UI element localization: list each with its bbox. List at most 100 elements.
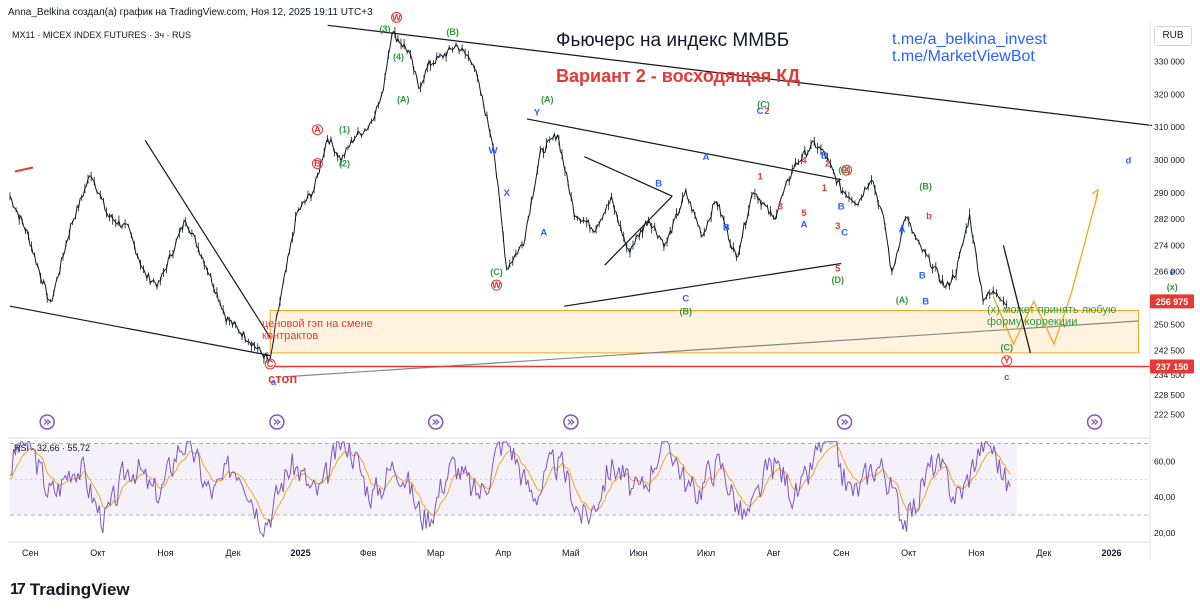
trendline xyxy=(9,305,271,357)
wave-label: e xyxy=(1170,267,1175,278)
wave-label: X xyxy=(504,188,511,199)
chart-title: Фьючерс на индекс ММВБ xyxy=(556,30,790,51)
rsi-ma-line xyxy=(9,444,1011,522)
wave-label-circle xyxy=(841,164,853,176)
price-axis[interactable]: 330 000 320 000 310 000 300 000 290 000 282 0… xyxy=(1149,22,1194,560)
time-tick-label: Окт xyxy=(90,548,105,558)
wave-label: B xyxy=(723,223,730,234)
price-pane-bg xyxy=(8,22,1150,437)
rsi-tick-label: 20,00 xyxy=(1154,528,1176,538)
wave-label-circle xyxy=(491,279,503,291)
wave-marker xyxy=(14,166,34,173)
wave-label: (B) xyxy=(680,306,693,316)
wave-label: (2) xyxy=(339,159,350,169)
event-marker-glyph xyxy=(432,419,440,425)
time-tick-label: Ноя xyxy=(157,548,174,558)
wave-label: A xyxy=(314,125,321,136)
rsi-pane[interactable]: RSI · 32,66 · 55,72 60,00 40,00 20,00 xyxy=(8,437,1176,538)
projection-path xyxy=(1002,245,1032,354)
symbol-legend[interactable]: MX11 · MICEX INDEX FUTURES · 3ч · RUS xyxy=(12,30,192,40)
tradingview-logo-icon: 17 xyxy=(10,581,26,598)
price-tick-label: 234 500 xyxy=(1154,370,1185,380)
wave-label: 2 xyxy=(825,159,830,170)
wave-label: (C) xyxy=(490,267,503,277)
event-marker-glyph xyxy=(43,419,52,425)
price-tick-label: 242 500 xyxy=(1154,346,1185,356)
gap-zone xyxy=(269,309,1140,354)
time-tick-label: Сен xyxy=(22,548,39,558)
wave-label: 1 xyxy=(822,183,828,194)
wave-label: 4 xyxy=(801,155,807,166)
gap-note: ценовой гэп на смене контрактов xyxy=(262,318,373,342)
wave-label: Y xyxy=(534,108,541,119)
rsi-band-fill xyxy=(10,443,1017,515)
wave-label: (3) xyxy=(380,24,391,34)
time-axis[interactable]: Сен Окт Ноя Дек 2025 Фев Мар Апр Май Июн Июл Авг Сен… xyxy=(8,541,1150,558)
chart-subtitle: Вариант 2 - восходящая КД xyxy=(556,66,801,86)
x-correction-note: (x) может принять любую форму коррекции xyxy=(987,304,1117,328)
wave-label: (C) xyxy=(757,99,770,109)
time-tick-label: Мар xyxy=(427,548,445,558)
price-series-line xyxy=(9,31,1007,362)
projection-layer xyxy=(992,188,1099,354)
rsi-line xyxy=(9,440,1011,538)
wave-label: (A) xyxy=(896,295,909,305)
wave-label: W xyxy=(392,12,401,23)
wave-label: 3 xyxy=(778,201,783,212)
trendline-layer xyxy=(9,24,1153,378)
wave-label-layer: CaA (1)B (2)(3)W(4)(A)(B)WX(C)WAY(A)BBC(B)… xyxy=(14,11,1178,388)
wave-label: X xyxy=(843,165,850,176)
time-tick-label: Авг xyxy=(767,548,782,558)
wave-label-circle xyxy=(264,358,276,370)
wave-label: C xyxy=(267,359,274,370)
wave-label: (B) xyxy=(446,27,459,37)
wave-label: B xyxy=(922,297,929,308)
price-tick-label: 300 000 xyxy=(1154,155,1185,165)
trendline xyxy=(584,156,673,197)
time-tick-label: Июн xyxy=(629,548,647,558)
currency-button[interactable]: RUB xyxy=(1154,26,1192,46)
price-tick-label: 228 500 xyxy=(1154,390,1185,400)
price-tick-label: 250 500 xyxy=(1154,319,1185,329)
wave-label-circle xyxy=(1001,355,1013,367)
rsi-tick-label: 40,00 xyxy=(1154,492,1176,502)
current-price-badge-label: 256 975 xyxy=(1156,297,1189,307)
time-tick-label: 2026 xyxy=(1101,548,1121,558)
wave-label: 3 xyxy=(835,221,840,232)
stop-price-badge-label: 237 150 xyxy=(1156,362,1189,372)
time-tick-label: Дек xyxy=(225,548,240,558)
wave-label: (1) xyxy=(339,125,350,135)
wave-label: (4) xyxy=(393,52,404,62)
price-tick-label: 310 000 xyxy=(1154,122,1185,132)
wave-label: (D) xyxy=(832,275,845,285)
wave-label: 1 xyxy=(757,172,763,183)
current-price-badge xyxy=(1150,294,1194,309)
time-tick-label: Апр xyxy=(495,548,511,558)
time-axis-ticks: Сен Окт Ноя Дек 2025 Фев Мар Апр Май Июн Июл Авг Сен… xyxy=(22,548,1121,558)
wave-label: B xyxy=(821,150,828,161)
time-tick-label: Фев xyxy=(360,548,377,558)
wave-label: A xyxy=(703,152,710,163)
wave-label: C xyxy=(841,228,848,239)
tradingview-logo[interactable]: 17 TradingView xyxy=(10,580,130,600)
gap-zone-layer xyxy=(269,309,1140,354)
price-pane[interactable]: CaA (1)B (2)(3)W(4)(A)(B)WX(C)WAY(A)BBC(B)… xyxy=(8,11,1178,437)
price-badges: 256 975 237 150 xyxy=(1150,294,1194,374)
wave-label: A xyxy=(801,219,808,230)
wave-label: A xyxy=(540,228,547,239)
time-tick-label: Сен xyxy=(833,548,850,558)
wave-label: C xyxy=(757,106,764,117)
tradingview-brand: TradingView xyxy=(29,580,130,599)
rsi-layer: RSI · 32,66 · 55,72 xyxy=(9,440,1150,538)
wave-label: 2 xyxy=(764,106,769,117)
stop-label: стоп xyxy=(268,371,298,386)
telegram-link-1[interactable]: t.me/a_belkina_invest xyxy=(892,31,1047,48)
trendline xyxy=(564,262,842,307)
wave-label: (C) xyxy=(1000,343,1013,353)
wave-label-circle xyxy=(311,124,323,136)
trendline xyxy=(283,320,1139,378)
wave-label: (x) xyxy=(1167,282,1178,292)
price-candle-wicks xyxy=(9,27,1008,364)
telegram-link-2[interactable]: t.me/MarketViewBot xyxy=(892,48,1035,65)
